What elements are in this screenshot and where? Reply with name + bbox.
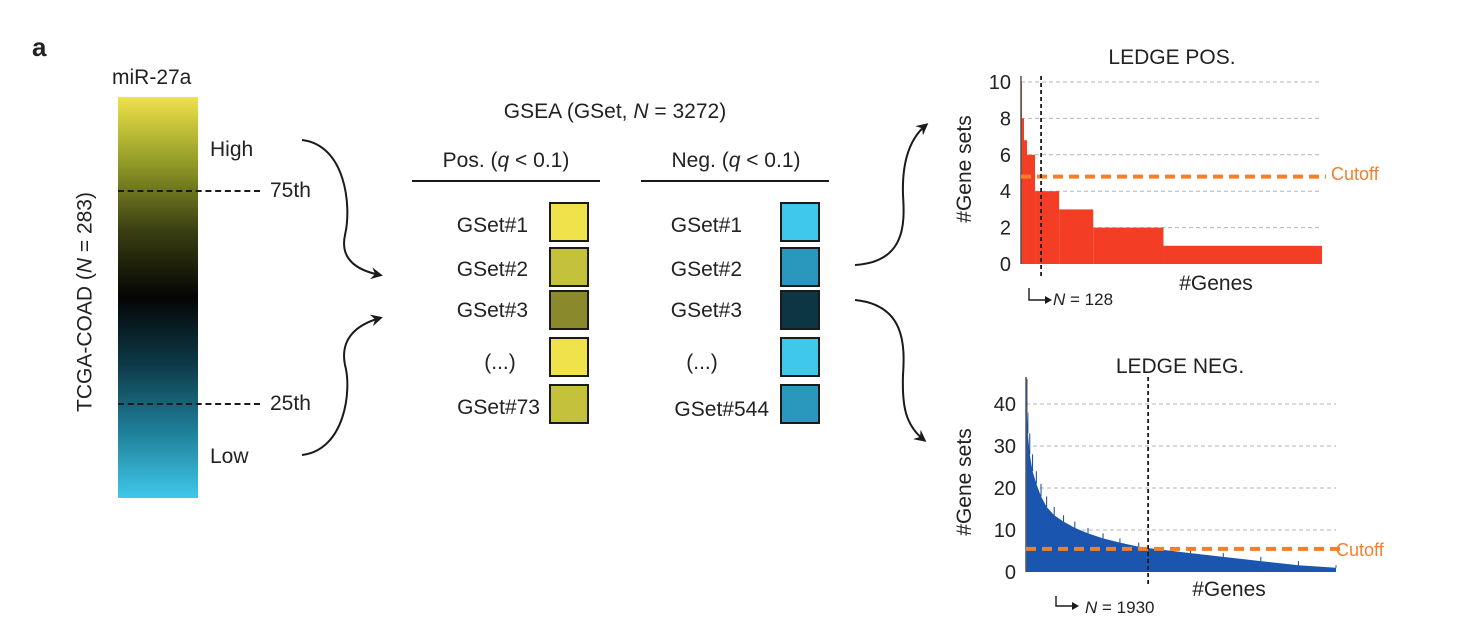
y-tick-label: 2: [1000, 218, 1011, 240]
neg-column-header: Neg. (q < 0.1): [671, 149, 801, 172]
chart-title: LEDGE POS.: [1108, 46, 1235, 69]
neg-color-swatch: [780, 337, 820, 377]
cutoff-label: Cutoff: [1336, 540, 1385, 560]
neg-color-swatch: [780, 384, 820, 424]
histogram-bar: [1059, 209, 1094, 264]
gsea-title: GSEA (GSet, N = 3272): [503, 100, 727, 123]
percentile-75-label: 75th: [270, 179, 311, 202]
percentile-25-label: 25th: [270, 392, 311, 415]
marker-pointer-head: [1045, 296, 1052, 304]
high-to-gsea-arrow: [301, 139, 383, 280]
y-tick-label: 6: [1000, 145, 1011, 167]
pos-item-label: GSet#1: [456, 214, 528, 237]
pos-color-swatch: [549, 337, 589, 377]
cutoff-label: Cutoff: [1331, 164, 1380, 184]
marker-pointer: [1028, 288, 1045, 301]
neg-item-label: GSet#1: [670, 214, 742, 237]
pos-color-swatch: [549, 247, 589, 287]
y-tick-label: 10: [994, 520, 1016, 542]
y-tick-label: 4: [1000, 181, 1011, 203]
low-to-gsea-arrow: [301, 314, 383, 456]
pos-item-label: GSet#3: [456, 299, 528, 322]
y-axis-label: #Gene sets: [953, 428, 976, 535]
histogram-bar: [1163, 245, 1322, 264]
pos-item-label: GSet#2: [456, 258, 528, 281]
pos-color-swatch: [549, 384, 589, 424]
pos-header-rule: [412, 180, 600, 182]
panel-label: a: [32, 32, 47, 62]
marker-pointer-head: [1072, 602, 1079, 610]
pos-color-swatch: [549, 290, 589, 330]
high-label: High: [210, 138, 254, 161]
y-tick-label: 40: [994, 394, 1016, 416]
neg-item-label: GSet#3: [670, 299, 742, 322]
neg-item-label: (...): [686, 351, 718, 374]
y-tick-label: 8: [1000, 108, 1011, 130]
neg-color-swatch: [780, 247, 820, 287]
distribution-area: [1026, 378, 1336, 572]
neg-header-rule: [641, 180, 829, 182]
y-axis-label: #Gene sets: [953, 115, 976, 222]
percentile-25-line: [118, 403, 260, 405]
x-axis-label: #Genes: [1179, 272, 1253, 295]
neg-color-swatch: [780, 202, 820, 242]
neg-item-label: GSet#2: [670, 258, 742, 281]
pos-to-ledge-arrow: [854, 123, 929, 266]
histogram-bar: [1093, 227, 1164, 264]
chart-title: LEDGE NEG.: [1116, 355, 1244, 378]
low-label: Low: [210, 445, 249, 468]
neg-color-swatch: [780, 290, 820, 330]
histogram-bar: [1022, 118, 1025, 265]
histogram-bar: [1035, 191, 1060, 264]
x-axis-label: #Genes: [1192, 578, 1266, 601]
y-tick-label: 10: [989, 72, 1011, 94]
marker-label: N = 128: [1053, 290, 1113, 309]
marker-pointer: [1055, 596, 1072, 607]
y-tick-label: 0: [1005, 562, 1016, 584]
pos-item-label: (...): [484, 351, 516, 374]
pos-column-header: Pos. (q < 0.1): [442, 149, 570, 172]
y-tick-label: 30: [994, 436, 1016, 458]
heatbar-title: miR-27a: [112, 66, 192, 89]
neg-item-label: GSet#544: [674, 398, 769, 421]
neg-to-ledge-arrow: [854, 299, 927, 442]
pos-item-label: GSet#73: [457, 396, 540, 419]
pos-color-swatch: [549, 202, 589, 242]
percentile-75-line: [118, 190, 260, 192]
y-tick-label: 0: [1000, 254, 1011, 276]
mir27a-expression-heatbar: [118, 97, 198, 498]
y-tick-label: 20: [994, 478, 1016, 500]
histogram-bar: [1024, 140, 1028, 264]
histogram-bar: [1027, 154, 1036, 264]
marker-label: N = 1930: [1085, 598, 1154, 617]
